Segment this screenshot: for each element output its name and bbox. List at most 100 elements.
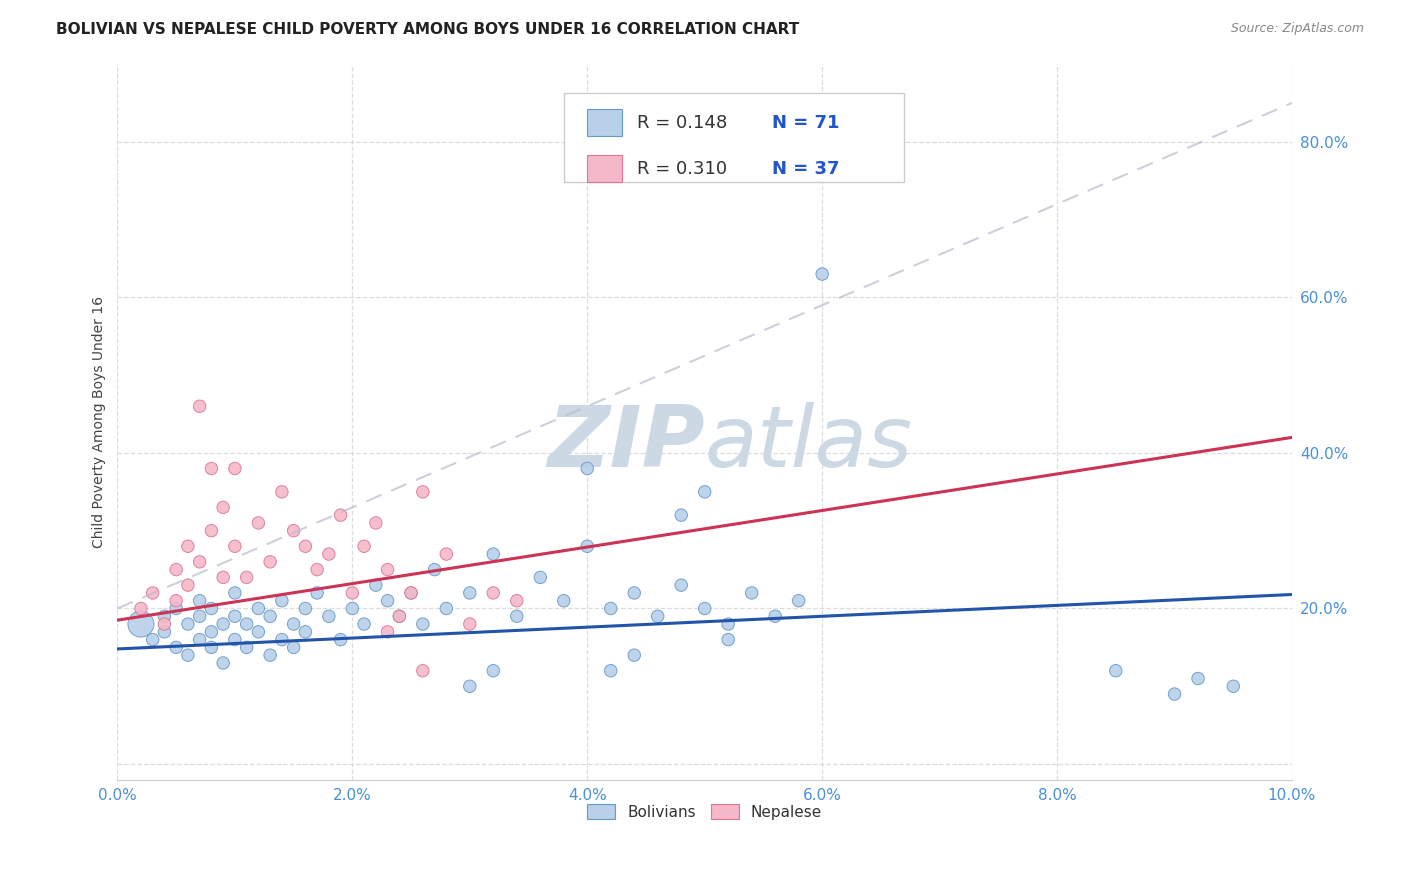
Point xyxy=(1163,687,1185,701)
Point xyxy=(364,516,387,530)
Point xyxy=(307,586,329,600)
Point xyxy=(165,593,187,607)
Point xyxy=(458,586,481,600)
Point xyxy=(1105,664,1128,678)
Point xyxy=(318,547,340,561)
Point xyxy=(247,516,270,530)
Point xyxy=(212,617,235,632)
Point xyxy=(200,601,222,615)
Point xyxy=(142,632,165,647)
Point xyxy=(142,586,165,600)
Point xyxy=(364,578,387,592)
Point xyxy=(342,586,364,600)
Point xyxy=(212,570,235,584)
Point xyxy=(177,648,200,662)
Point xyxy=(353,617,375,632)
Point xyxy=(200,524,222,538)
Point xyxy=(434,547,457,561)
Point xyxy=(763,609,786,624)
Point xyxy=(283,617,305,632)
Point xyxy=(412,664,434,678)
Point xyxy=(342,601,364,615)
Point xyxy=(717,632,740,647)
Point xyxy=(506,593,529,607)
Point xyxy=(693,601,716,615)
Point xyxy=(353,539,375,553)
Point xyxy=(787,593,810,607)
Point xyxy=(270,484,292,499)
Point xyxy=(247,624,270,639)
Text: N = 37: N = 37 xyxy=(772,160,839,178)
Point xyxy=(235,617,257,632)
Point xyxy=(399,586,422,600)
FancyBboxPatch shape xyxy=(564,93,904,182)
Point xyxy=(153,609,176,624)
FancyBboxPatch shape xyxy=(588,155,623,182)
Text: atlas: atlas xyxy=(704,401,912,484)
Point xyxy=(188,593,211,607)
Point xyxy=(224,609,246,624)
Text: N = 71: N = 71 xyxy=(772,114,839,132)
Point xyxy=(388,609,411,624)
Point xyxy=(377,624,399,639)
Point xyxy=(270,632,292,647)
Point xyxy=(412,617,434,632)
Point xyxy=(188,609,211,624)
Point xyxy=(399,586,422,600)
Point xyxy=(247,601,270,615)
Point xyxy=(482,586,505,600)
Legend: Bolivians, Nepalese: Bolivians, Nepalese xyxy=(581,797,828,826)
Point xyxy=(212,656,235,670)
Point xyxy=(506,609,529,624)
Point xyxy=(259,648,281,662)
Point xyxy=(1187,672,1209,686)
Point xyxy=(671,578,693,592)
Point xyxy=(599,601,621,615)
Point xyxy=(377,593,399,607)
Point xyxy=(377,563,399,577)
Point xyxy=(153,617,176,632)
Point xyxy=(1222,679,1244,693)
Point xyxy=(212,500,235,515)
Point xyxy=(200,640,222,655)
Point xyxy=(224,539,246,553)
Point xyxy=(177,578,200,592)
FancyBboxPatch shape xyxy=(588,109,623,136)
Point xyxy=(693,484,716,499)
Text: R = 0.148: R = 0.148 xyxy=(637,114,727,132)
Point xyxy=(811,267,834,281)
Point xyxy=(200,461,222,475)
Point xyxy=(482,547,505,561)
Point xyxy=(165,640,187,655)
Point xyxy=(283,524,305,538)
Point xyxy=(283,640,305,655)
Point xyxy=(177,617,200,632)
Point xyxy=(458,679,481,693)
Point xyxy=(259,609,281,624)
Point xyxy=(188,399,211,413)
Point xyxy=(318,609,340,624)
Point xyxy=(553,593,575,607)
Point xyxy=(576,539,599,553)
Point xyxy=(224,632,246,647)
Point xyxy=(434,601,457,615)
Point xyxy=(482,664,505,678)
Y-axis label: Child Poverty Among Boys Under 16: Child Poverty Among Boys Under 16 xyxy=(93,296,107,548)
Point xyxy=(423,563,446,577)
Text: R = 0.310: R = 0.310 xyxy=(637,160,727,178)
Point xyxy=(671,508,693,523)
Point xyxy=(259,555,281,569)
Point xyxy=(153,624,176,639)
Point xyxy=(129,601,152,615)
Point xyxy=(165,601,187,615)
Point xyxy=(129,617,152,632)
Text: Source: ZipAtlas.com: Source: ZipAtlas.com xyxy=(1230,22,1364,36)
Point xyxy=(329,508,352,523)
Point xyxy=(165,563,187,577)
Point xyxy=(188,555,211,569)
Point xyxy=(329,632,352,647)
Point xyxy=(388,609,411,624)
Point xyxy=(647,609,669,624)
Point xyxy=(458,617,481,632)
Point xyxy=(235,570,257,584)
